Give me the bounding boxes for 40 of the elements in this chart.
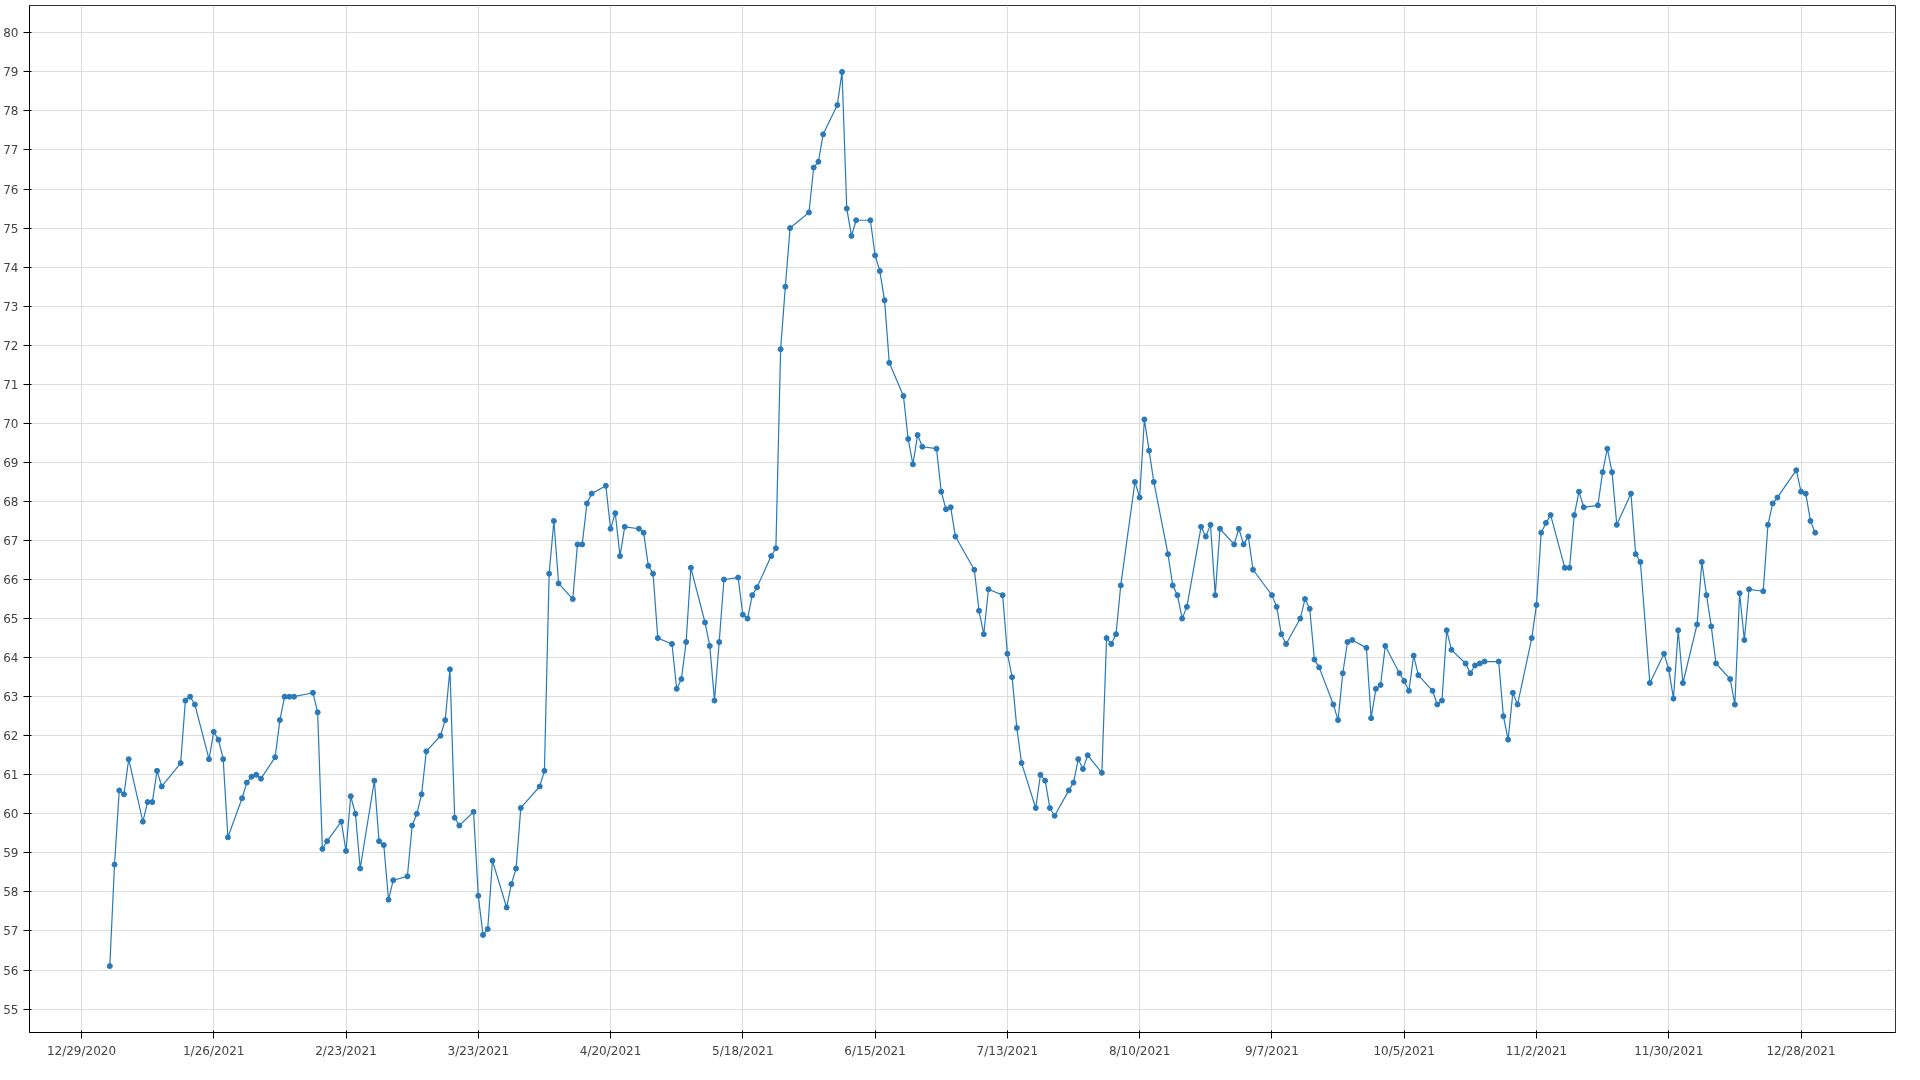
y-tick-label: 73 [3,299,19,314]
x-tick-label: 8/10/2021 [1108,1043,1171,1058]
x-tick-label: 12/28/2021 [1766,1043,1836,1058]
y-tick-label: 72 [3,338,19,353]
x-tick-label: 6/15/2021 [844,1043,906,1058]
y-tick-label: 71 [3,377,19,392]
x-tick-label: 10/5/2021 [1373,1043,1435,1058]
x-tick-label: 11/30/2021 [1634,1043,1704,1058]
x-tick-label: 11/2/2021 [1505,1043,1568,1058]
y-tick-label: 60 [3,807,19,822]
y-tick-label: 59 [3,846,19,861]
y-tick-label: 63 [3,690,19,705]
y-tick-label: 79 [3,65,19,80]
y-tick-label: 75 [3,221,19,236]
y-tick-label: 67 [3,533,19,548]
y-tick-label: 68 [3,494,19,509]
x-tick-label: 3/23/2021 [447,1043,510,1058]
x-tick-label: 9/7/2021 [1244,1043,1299,1058]
y-tick-label: 62 [3,729,19,744]
y-tick-label: 56 [3,963,19,978]
y-tick-label: 64 [3,651,19,666]
y-tick-label: 70 [3,416,19,431]
y-tick-label: 76 [3,182,19,197]
y-tick-label: 78 [3,104,19,119]
y-tick-label: 57 [3,924,19,939]
x-tick-label: 2/23/2021 [315,1043,377,1058]
x-tick-label: 1/26/2021 [182,1043,245,1058]
x-tick-label: 5/18/2021 [712,1043,774,1058]
y-tick-label: 58 [3,885,19,900]
y-tick-label: 69 [3,455,19,470]
x-tick-label: 4/20/2021 [579,1043,642,1058]
x-tick-label: 7/13/2021 [976,1043,1039,1058]
y-tick-label: 65 [3,612,19,627]
x-tick-label: 12/29/2020 [46,1043,117,1058]
y-tick-label: 77 [3,143,19,158]
y-tick-label: 74 [3,260,19,275]
y-tick-label: 80 [3,26,19,41]
y-tick-label: 55 [3,1002,19,1017]
y-tick-label: 61 [3,768,19,783]
y-tick-label: 66 [3,573,19,588]
